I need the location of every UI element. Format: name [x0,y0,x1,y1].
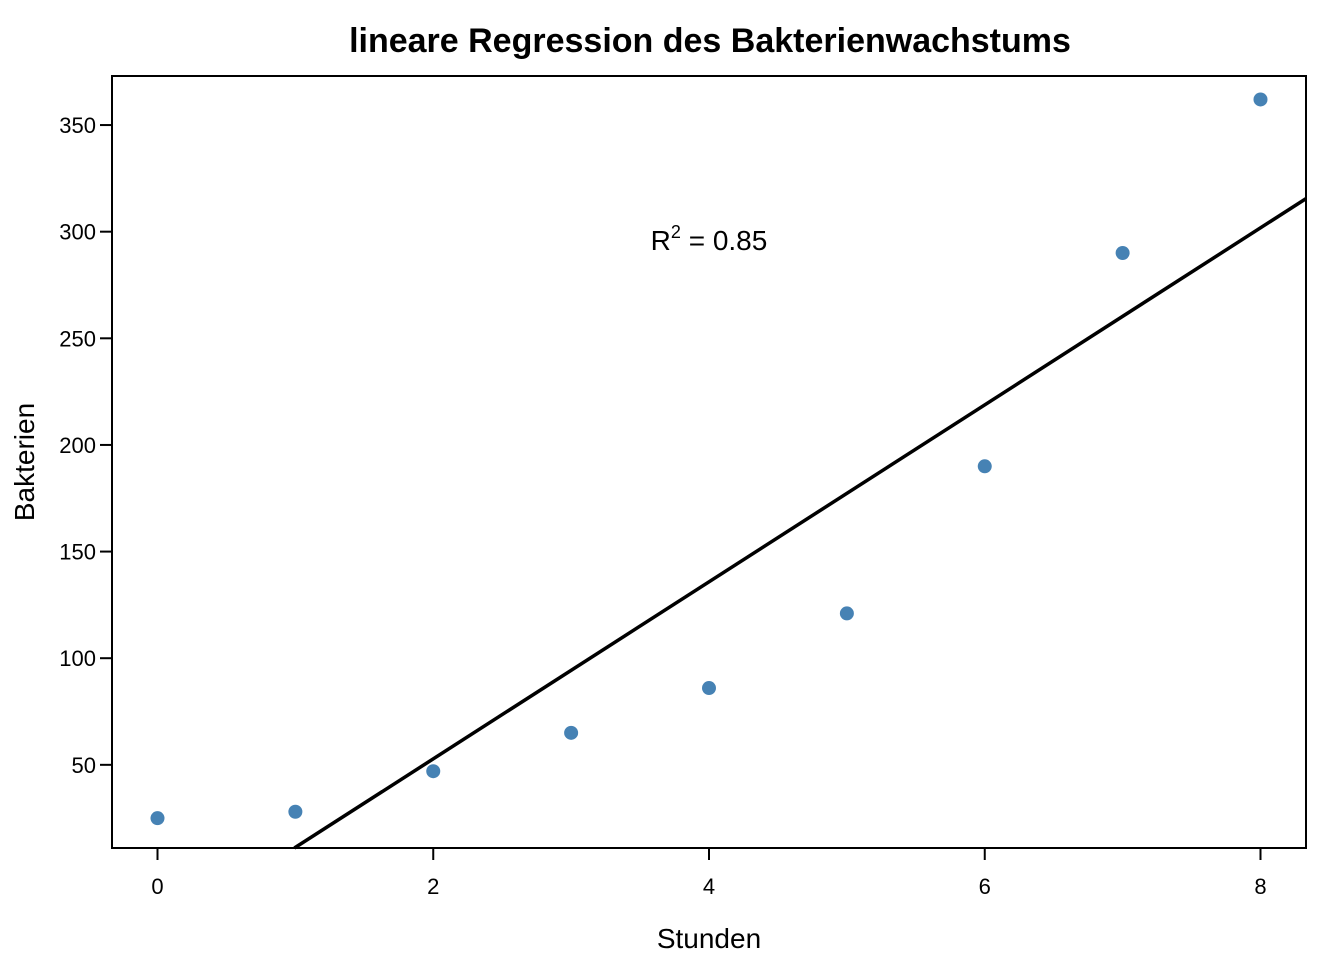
y-axis: 50 100 150 200 250 300 350 [59,113,113,778]
x-axis: 0 2 4 6 8 [151,847,1267,899]
data-point [564,725,579,740]
data-point [977,459,992,474]
y-tick-label: 100 [59,646,96,671]
x-tick-label: 8 [1254,874,1266,899]
data-point [150,811,165,826]
y-axis-label: Bakterien [9,403,40,521]
plot-frame [111,75,1307,849]
regression-line [293,197,1307,850]
data-point [426,764,441,779]
y-tick-label: 300 [59,220,96,245]
r-squared-annotation: R2 = 0.85 [651,222,768,256]
data-point [1253,92,1268,107]
y-tick-label: 150 [59,540,96,565]
y-tick-label: 250 [59,326,96,351]
x-tick-label: 4 [703,874,715,899]
x-axis-label: Stunden [657,923,761,954]
data-point [839,606,854,621]
chart-title: lineare Regression des Bakterienwachstum… [349,22,1071,60]
r-squared-value: = 0.85 [681,225,767,256]
r-squared-symbol: R [651,225,671,256]
data-points [150,92,1268,826]
plot-area [150,92,1307,850]
x-tick-label: 6 [979,874,991,899]
x-tick-label: 0 [151,874,163,899]
data-point [1115,246,1130,261]
y-tick-label: 50 [72,753,96,778]
r-squared-exponent: 2 [671,222,681,242]
data-point [702,681,716,696]
data-point [288,804,303,819]
x-tick-label: 2 [427,874,439,899]
y-tick-label: 350 [59,113,96,138]
y-tick-label: 200 [59,433,96,458]
